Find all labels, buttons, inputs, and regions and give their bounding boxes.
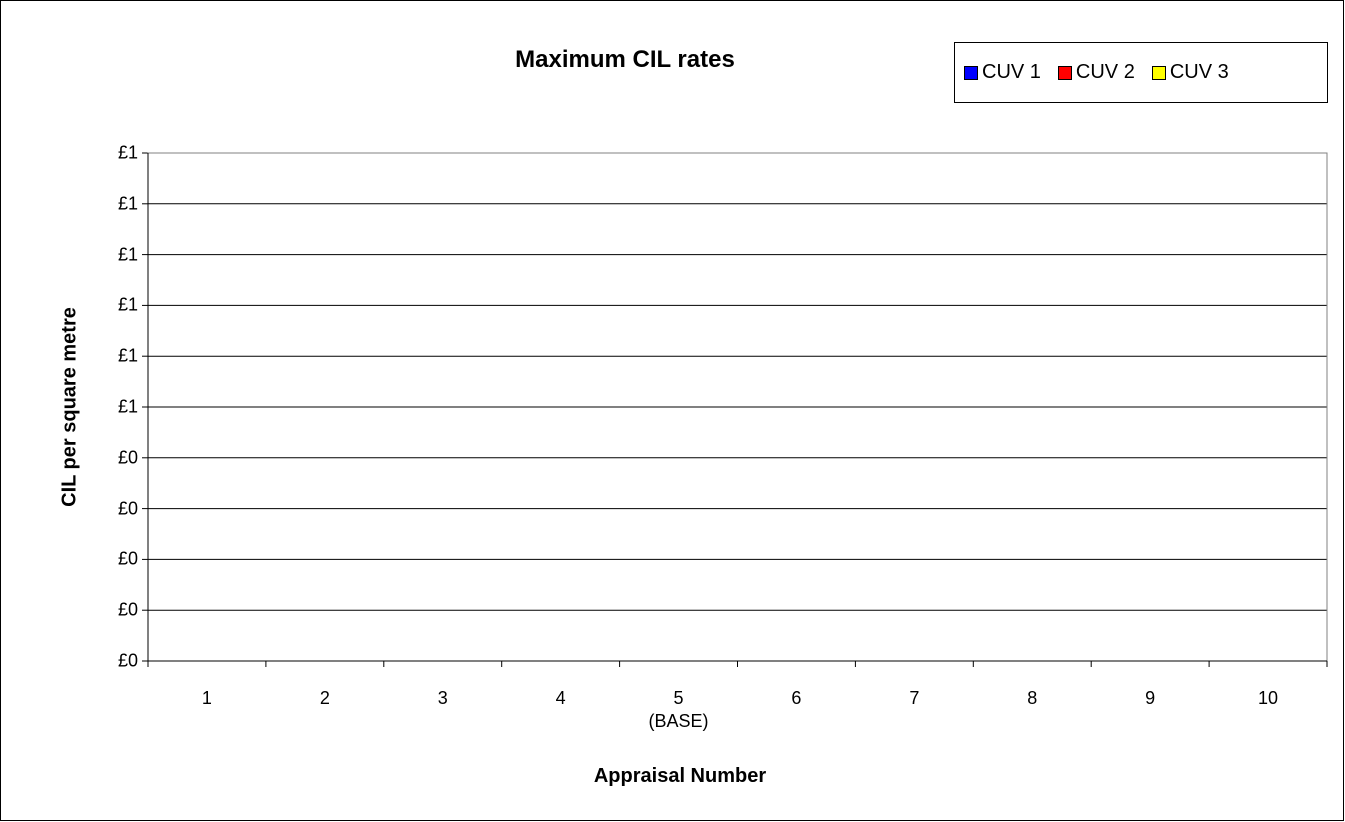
legend-label-cuv-1: CUV 1 bbox=[982, 61, 1041, 83]
y-tick-label: £0 bbox=[117, 599, 138, 620]
x-tick-label: 2 bbox=[266, 687, 384, 710]
y-tick-label: £0 bbox=[117, 447, 138, 468]
y-tick-label: £0 bbox=[117, 548, 138, 569]
legend-swatch-cuv-2 bbox=[1057, 65, 1072, 80]
x-tick-label-number: 7 bbox=[909, 688, 920, 708]
y-tick-label: £1 bbox=[117, 193, 138, 214]
x-tick-sublabel: (BASE) bbox=[648, 711, 709, 731]
legend-label-cuv-3: CUV 3 bbox=[1169, 61, 1229, 83]
x-tick-label: 6 bbox=[737, 687, 855, 710]
legend-item-cuv-1: CUV 1 bbox=[964, 61, 1041, 84]
x-tick-label-number: 1 bbox=[201, 688, 212, 708]
x-tick-label: 10 bbox=[1209, 687, 1327, 710]
chart-title: Maximum CIL rates bbox=[515, 46, 735, 73]
legend-label-cuv-2: CUV 2 bbox=[1075, 61, 1135, 83]
legend-swatch-cuv-3 bbox=[1151, 65, 1166, 80]
x-tick-label: 1 bbox=[148, 687, 266, 710]
x-axis-title: Appraisal Number bbox=[593, 765, 767, 787]
x-tick-label-number: 10 bbox=[1258, 688, 1279, 708]
x-tick-label-number: 8 bbox=[1027, 688, 1038, 708]
y-tick-label: £0 bbox=[117, 650, 138, 671]
y-tick-label: £0 bbox=[117, 498, 138, 519]
x-tick-label: 9 bbox=[1091, 687, 1209, 710]
x-tick-label-number: 6 bbox=[791, 688, 802, 708]
y-tick-label: £1 bbox=[117, 345, 138, 366]
x-tick-label-number: 3 bbox=[437, 688, 448, 708]
legend-item-cuv-2: CUV 2 bbox=[1057, 61, 1135, 84]
x-tick-label: 8 bbox=[973, 687, 1091, 710]
legend: CUV 1 CUV 2 CUV 3 bbox=[954, 42, 1328, 103]
y-tick-label: £1 bbox=[117, 142, 138, 163]
legend-item-cuv-3: CUV 3 bbox=[1151, 61, 1229, 84]
x-tick-label: 7 bbox=[855, 687, 973, 710]
x-tick-label-number: 5 bbox=[673, 688, 684, 708]
x-tick-label-number: 9 bbox=[1145, 688, 1156, 708]
y-tick-label: £1 bbox=[117, 244, 138, 265]
x-tick-label: 4 bbox=[502, 687, 620, 710]
x-tick-label-number: 2 bbox=[319, 688, 330, 708]
y-tick-label: £1 bbox=[117, 294, 138, 315]
legend-swatch-cuv-1 bbox=[964, 65, 978, 80]
x-tick-label: 3 bbox=[384, 687, 502, 710]
y-tick-label: £1 bbox=[117, 396, 138, 417]
x-tick-label-number: 4 bbox=[555, 688, 566, 708]
x-tick-label: 5 (BASE) bbox=[620, 687, 738, 733]
